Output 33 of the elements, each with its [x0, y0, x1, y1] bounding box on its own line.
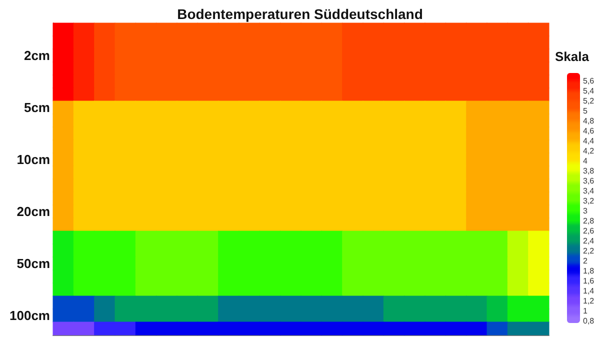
- color-bar-label: 3,8: [583, 166, 595, 176]
- y-tick-label: 50cm: [16, 256, 50, 271]
- color-bar-label: 5: [583, 106, 588, 116]
- color-bar-label: 3,2: [583, 196, 595, 206]
- chart-title: Bodentemperaturen Süddeutschland: [177, 6, 423, 22]
- color-bar-label: 5,2: [583, 96, 595, 106]
- color-bar-label: 3: [583, 206, 588, 216]
- y-tick-label: 10cm: [16, 152, 50, 167]
- y-tick-label: 2cm: [24, 48, 50, 63]
- color-bar-label: 2,4: [583, 236, 595, 246]
- color-bar-label: 3,6: [583, 176, 595, 186]
- color-bar-label: 5,4: [583, 86, 595, 96]
- color-bar-title: Skala: [555, 49, 590, 64]
- y-tick-label: 100cm: [10, 308, 50, 323]
- color-bar-label: 4: [583, 156, 588, 166]
- color-bar-label: 2,8: [583, 216, 595, 226]
- color-bar-label: 3,4: [583, 186, 595, 196]
- color-bar-label: 0,8: [583, 316, 595, 326]
- color-bar-label: 4,4: [583, 136, 595, 146]
- color-bar-label: 4,8: [583, 116, 595, 126]
- color-bar-label: 1,8: [583, 266, 595, 276]
- color-bar-label: 1,6: [583, 276, 595, 286]
- color-bar-label: 5,6: [583, 76, 595, 86]
- color-bar-label: 2,6: [583, 226, 595, 236]
- color-bar-label: 4,2: [583, 146, 595, 156]
- y-tick-label: 20cm: [16, 204, 50, 219]
- color-bar-label: 2: [583, 256, 588, 266]
- color-bar-label: 1,4: [583, 286, 595, 296]
- color-bar-label: 4,6: [583, 126, 595, 136]
- y-tick-label: 5cm: [24, 100, 50, 115]
- color-bar-label: 2,2: [583, 246, 595, 256]
- color-bar-label: 1: [583, 306, 588, 316]
- color-bar-label: 1,2: [583, 296, 595, 306]
